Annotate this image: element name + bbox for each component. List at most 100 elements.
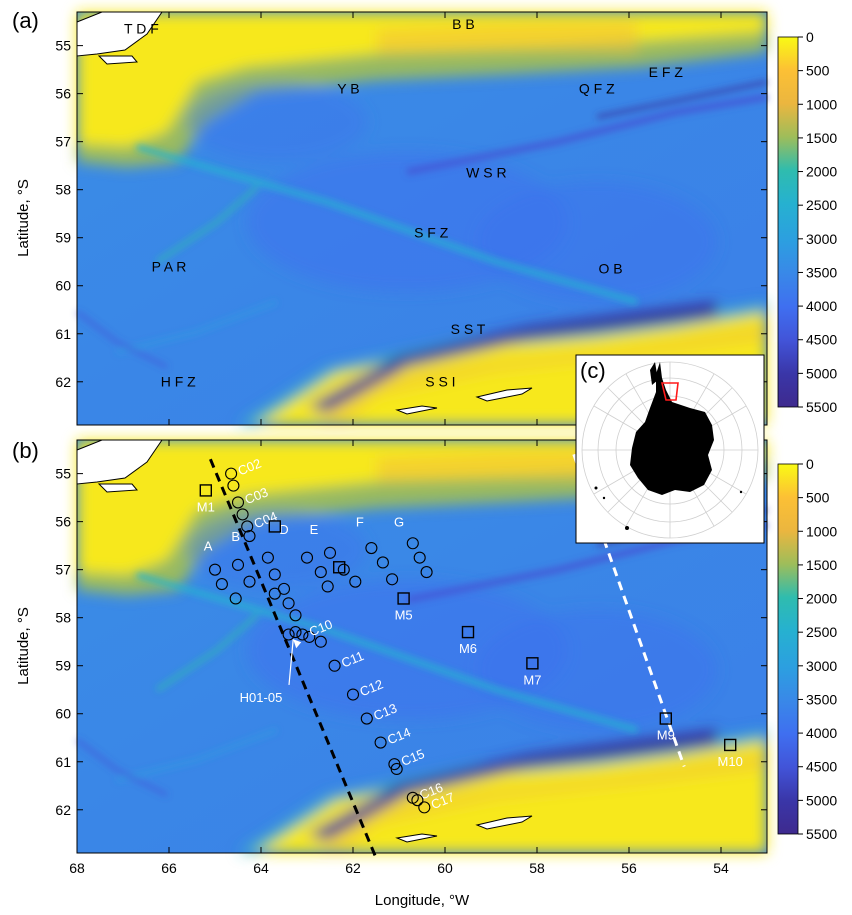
colorbar-label: 4000 [806,725,837,741]
feature-label: O B [599,261,623,277]
panel-a-label: (a) [12,8,39,33]
section-line [572,453,686,768]
annotation-label: H01-05 [240,690,283,705]
panel-a: (a) Latitude, °S 55 56 57 58 59 60 61 62 T D F B… [12,8,767,425]
station-marker [243,529,256,543]
mooring-label: M9 [657,728,675,743]
x-tick-label: 58 [529,860,545,876]
station-marker [243,575,256,588]
station-marker [231,558,245,571]
station-marker [277,582,291,595]
feature-label: P A R [152,258,187,274]
x-tick-label: 60 [437,860,453,876]
colorbar-label: 3500 [806,264,837,280]
feature-label: B B [452,16,475,32]
feature-label: S F Z [414,225,449,241]
station-marker [241,520,254,533]
y-tick-label: 59 [55,658,71,674]
feature-label: E F Z [649,64,684,80]
station-marker [282,628,295,641]
feature-label: W S R [466,165,506,181]
panel-b-y-axis-label: Latitude, °S [15,607,32,685]
panel-c-label: (c) [580,358,606,383]
colorbar-label: 5000 [806,792,837,808]
study-area-marker [660,382,679,401]
station-marker [360,712,373,725]
section-label: F [356,515,364,530]
mooring-label: M6 [459,641,477,656]
colorbar-label: 5500 [806,826,837,842]
panel-b: (b) Latitude, °S Longitude, °W 555657585… [12,12,767,909]
colorbar-label: 4000 [806,298,837,314]
colorbar-label: 3000 [806,231,837,247]
y-tick-label: 57 [55,562,71,578]
section-label: D [279,522,288,537]
moorings: M1 M5 M6 M7 M9 M10 [197,484,743,769]
annotation-arrow [288,639,294,685]
colorbar-label: 2000 [806,591,837,607]
colorbar-label: 2000 [806,164,837,180]
station-marker [418,801,431,814]
antarctica-shape [630,362,714,495]
panel-a-y-axis-label: Latitude, °S [15,179,32,257]
mooring-marker [333,561,346,574]
annotation-arrowhead [293,639,302,649]
station-marker [323,546,337,559]
station-marker [282,597,295,610]
colorbar-label: 1500 [806,557,837,573]
colorbar-label: 3500 [806,691,837,707]
station-marker [236,508,249,521]
mooring-marker [724,738,737,752]
y-tick-label: 56 [55,86,71,102]
station-marker [420,566,433,579]
station-marker [261,551,274,564]
station-marker [406,537,419,550]
mooring-label: M1 [197,499,215,514]
feature-label: H F Z [161,374,196,390]
mooring-marker [397,592,410,605]
station-marker [346,688,360,701]
section-label: B [231,529,240,544]
y-tick-label: 58 [55,610,71,626]
station-marker [289,626,302,639]
x-tick-label: 66 [161,860,177,876]
mooring-label: M5 [395,607,413,622]
station-marker [268,587,281,600]
colorbar-label: 5000 [806,365,837,381]
station-marker [300,551,314,564]
y-tick-label: 62 [55,802,71,818]
station-marker [390,762,403,776]
colorbar-bottom: 0 500 1000 1500 2000 2500 3000 3500 4000 4500 5000… [777,456,837,842]
x-tick-label: 56 [621,860,637,876]
y-tick-label: 61 [55,326,71,342]
colorbar-label: 2500 [806,624,837,640]
station-marker [229,592,242,605]
station-marker [337,563,350,576]
x-ticks: 68 66 64 62 60 58 56 54 [69,12,729,876]
station-marker [296,628,309,641]
station-marker [349,575,362,588]
y-tick-label: 56 [55,514,71,530]
x-tick-label: 68 [69,860,85,876]
section-lines [209,453,686,859]
station-marker [225,467,238,480]
colorbar-label: 1500 [806,130,837,146]
y-tick-label: 61 [55,754,71,770]
mooring-label: M7 [523,672,541,687]
section-label: A [204,539,213,554]
station-marker [365,542,378,555]
x-tick-label: 62 [345,860,361,876]
station-marker [321,580,334,593]
colorbar-label: 1000 [806,96,837,112]
x-tick-label: 54 [713,860,729,876]
y-tick-label: 58 [55,182,71,198]
station-marker [376,556,389,569]
section-label: G [394,515,404,530]
mooring-marker [526,657,539,670]
colorbar-label: 2500 [806,197,837,213]
y-tick-label: 59 [55,230,71,246]
mooring-marker [461,625,475,639]
feature-label: S S I [425,374,455,390]
y-tick-label: 57 [55,134,71,150]
y-tick-label: 60 [55,278,71,294]
